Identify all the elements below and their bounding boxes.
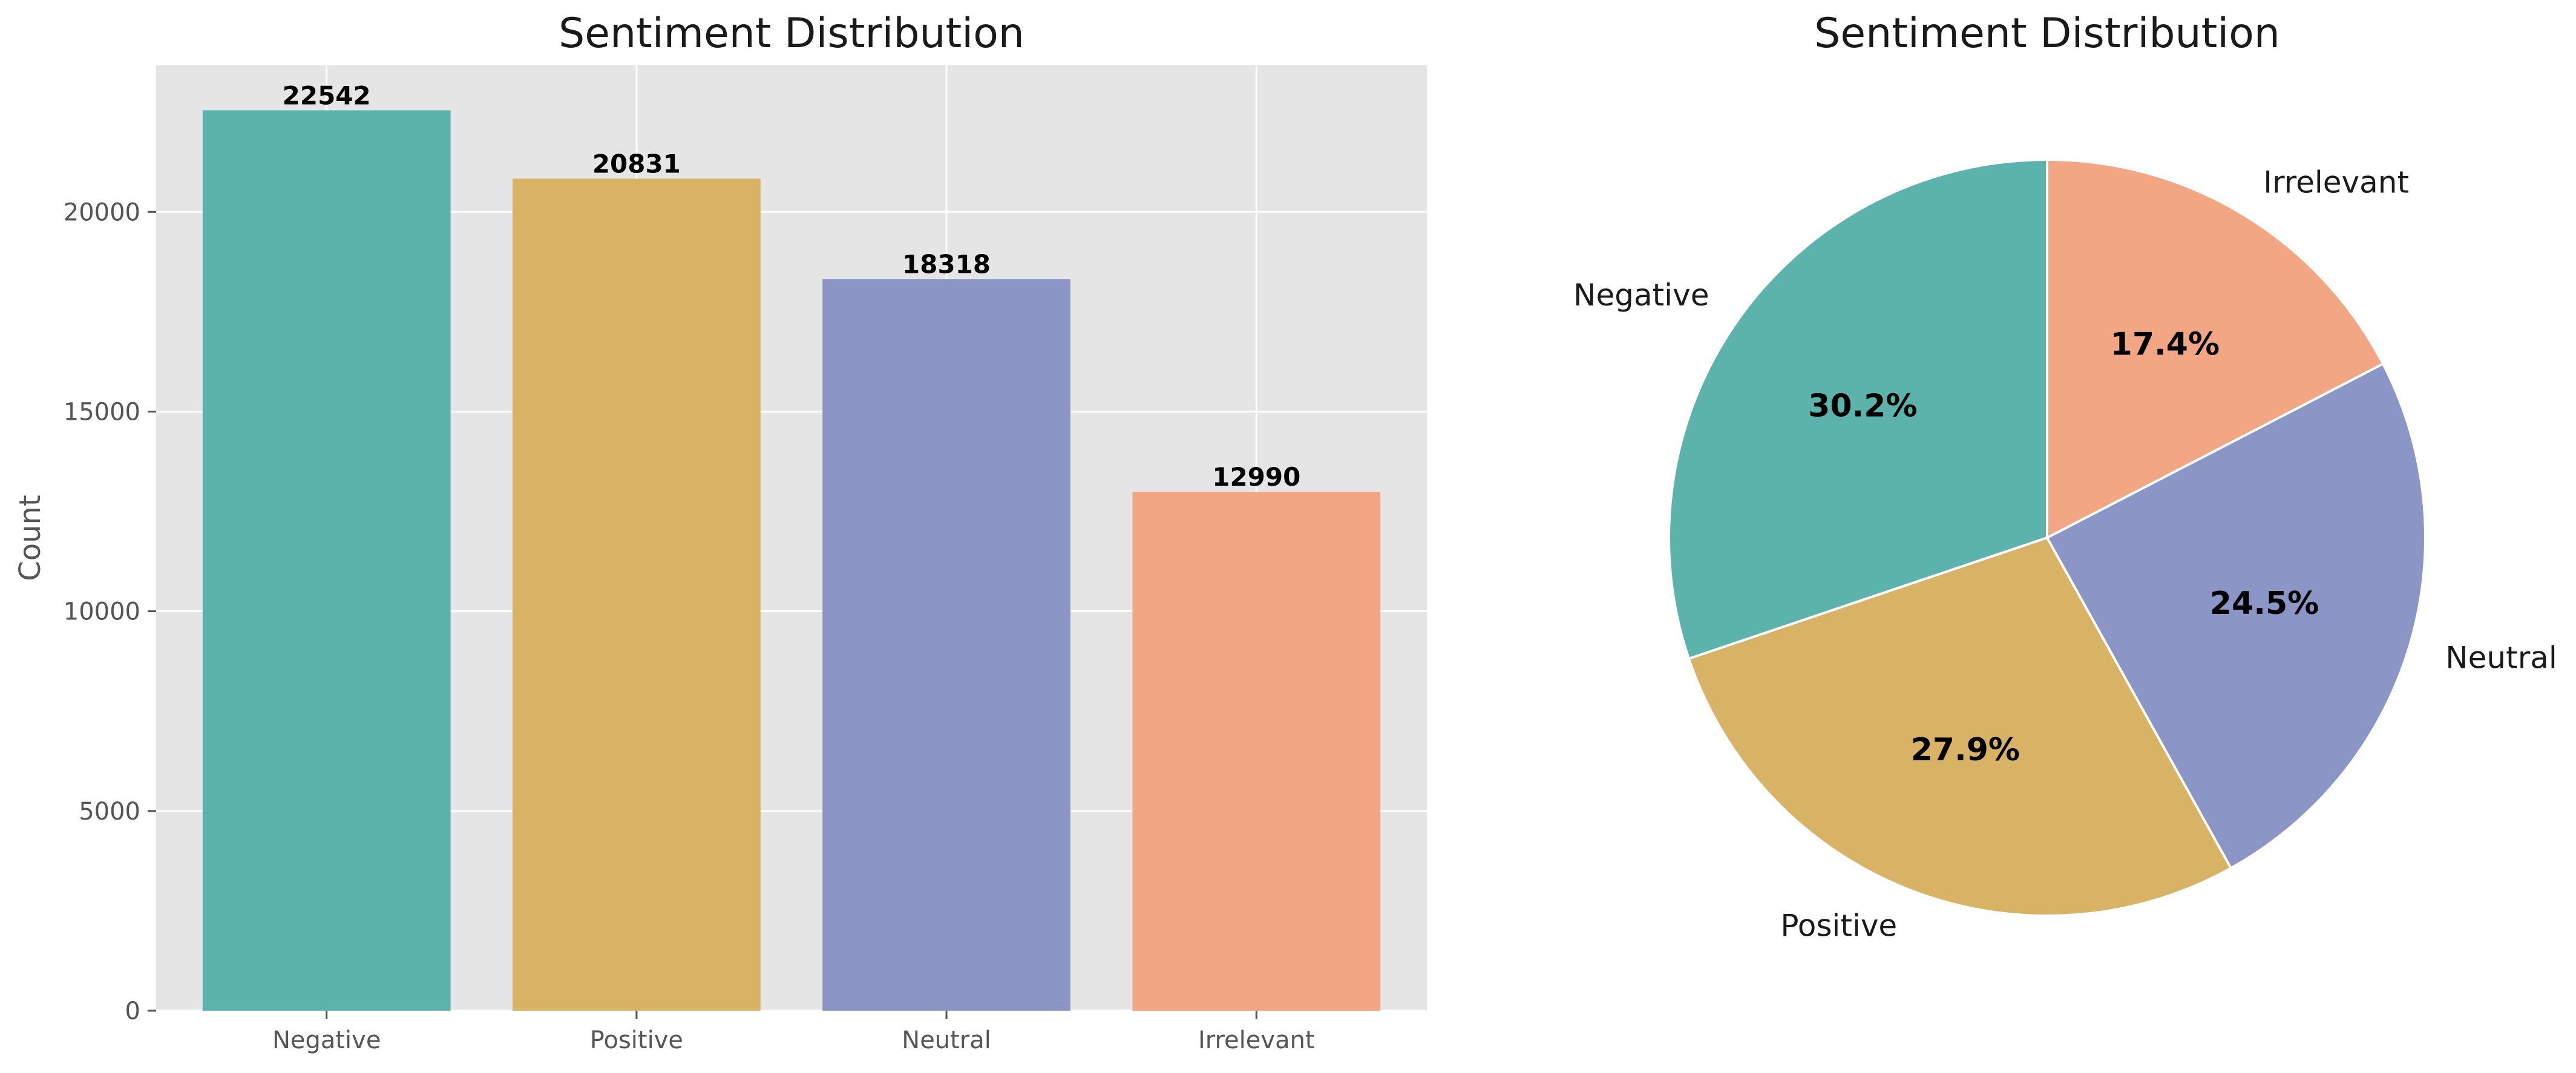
bar-x-ticks: Negative Positive Neutral Irrelevant [272, 1011, 1315, 1054]
pie-label-positive: Positive [1780, 908, 1897, 943]
x-tick-label-irrelevant: Irrelevant [1198, 1026, 1315, 1054]
pie-percent-labels: 30.2% 27.9% 24.5% 17.4% [1808, 327, 2319, 768]
y-tick-label-4: 20000 [64, 198, 140, 226]
y-tick-label-3: 15000 [64, 398, 140, 426]
pie-percent-irrelevant: 17.4% [2111, 327, 2220, 363]
bar-chart-panel: 0 5000 10000 15000 20000 Negative Positive Neu… [13, 10, 1427, 1054]
pie-label-neutral: Neutral [2445, 640, 2557, 675]
x-tick-label-positive: Positive [590, 1026, 683, 1054]
bar-value-label-positive: 20831 [592, 149, 681, 178]
bar-y-ticks: 0 5000 10000 15000 20000 [64, 198, 156, 1025]
pie-percent-negative: 30.2% [1808, 388, 1917, 424]
pie-label-irrelevant: Irrelevant [2263, 165, 2409, 200]
bar-series [202, 110, 1381, 1011]
pie-slice-negative [1668, 158, 2048, 660]
pie-chart-title: Sentiment Distribution [1814, 10, 2280, 57]
bar-chart-title: Sentiment Distribution [559, 10, 1024, 57]
pie-slice-positive [1687, 536, 2232, 917]
x-tick-label-neutral: Neutral [902, 1026, 991, 1054]
bar-value-labels: 22542 20831 18318 12990 [283, 80, 1301, 492]
y-tick-label-1: 5000 [79, 798, 140, 826]
pie-slice-labels: Negative Positive Neutral Irrelevant [1573, 165, 2557, 944]
x-tick-label-negative: Negative [272, 1026, 381, 1054]
pie-label-negative: Negative [1573, 278, 1709, 313]
bar-negative [202, 110, 451, 1011]
bar-value-label-irrelevant: 12990 [1212, 462, 1300, 492]
bar-positive [513, 178, 761, 1011]
pie-slice-irrelevant [2046, 158, 2384, 539]
pie-percent-positive: 27.9% [1911, 732, 2020, 768]
pie-slices [1668, 158, 2427, 917]
bar-value-label-negative: 22542 [283, 80, 371, 110]
bar-value-label-neutral: 18318 [902, 249, 991, 279]
pie-chart-panel: Sentiment Distribution NegativePositiveN… [1573, 10, 2557, 943]
y-tick-label-0: 0 [125, 997, 140, 1025]
bar-neutral [822, 279, 1070, 1011]
bar-y-axis-label: Count [13, 495, 47, 581]
bar-irrelevant [1132, 492, 1381, 1011]
y-tick-label-2: 10000 [64, 598, 140, 626]
pie-percent-neutral: 24.5% [2210, 585, 2319, 622]
